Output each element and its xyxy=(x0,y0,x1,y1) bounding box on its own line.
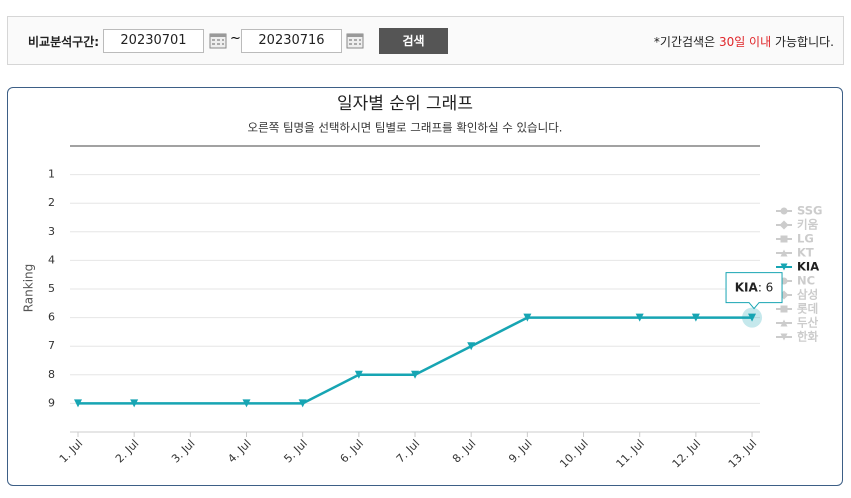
chart-panel xyxy=(7,87,843,486)
legend-label: 키움 xyxy=(797,218,819,232)
point-marker xyxy=(130,399,139,408)
y-tick-label: 2 xyxy=(48,196,55,209)
tooltip-value: 6 xyxy=(766,280,774,294)
y-tick-label: 9 xyxy=(48,396,55,409)
point-marker xyxy=(411,370,420,379)
search-button[interactable]: 검색 xyxy=(379,28,448,54)
calendar-icon[interactable] xyxy=(346,31,364,49)
legend-label: KIA xyxy=(797,260,819,274)
x-tick-label: 13. Jul xyxy=(726,437,759,470)
legend-item[interactable]: KT xyxy=(776,246,814,260)
tooltip: KIA: 6 xyxy=(725,272,783,310)
y-tick-label: 5 xyxy=(48,282,55,295)
x-tick-label: 10. Jul xyxy=(557,437,590,470)
legend-label: 삼성 xyxy=(797,288,818,302)
point-marker xyxy=(691,313,700,322)
point-marker xyxy=(523,313,532,322)
chart-title: 일자별 순위 그래프 xyxy=(337,94,473,114)
range-separator: ~ xyxy=(230,31,241,46)
x-tick-label: 8. Jul xyxy=(450,437,478,465)
note-text: *기간검색은 xyxy=(653,35,719,49)
y-tick-label: 6 xyxy=(48,311,55,324)
note-highlight: 30일 이내 xyxy=(718,35,772,49)
start-date-input[interactable]: 20230701 xyxy=(103,29,204,53)
x-tick-label: 5. Jul xyxy=(281,437,309,465)
x-tick-label: 1. Jul xyxy=(57,437,85,465)
x-tick-label: 9. Jul xyxy=(506,437,534,465)
legend-marker xyxy=(780,235,788,243)
point-marker xyxy=(74,399,82,408)
y-tick-label: 8 xyxy=(48,368,55,381)
point-marker xyxy=(467,342,476,351)
legend-marker xyxy=(780,305,788,313)
legend-label: KT xyxy=(797,246,814,260)
series-line xyxy=(78,316,753,405)
tooltip-box xyxy=(725,272,783,310)
legend-item[interactable]: 두산 xyxy=(776,316,819,330)
tooltip-text: KIA: 6 xyxy=(735,280,774,294)
x-tick-label: 11. Jul xyxy=(614,437,647,470)
legend-label: NC xyxy=(797,274,815,288)
search-note: *기간검색은 30일 이내 가능합니다. xyxy=(654,33,834,50)
legend-marker xyxy=(780,333,788,341)
calendar-icon[interactable] xyxy=(209,31,227,49)
y-tick-label: 7 xyxy=(48,339,55,352)
point-marker xyxy=(635,313,644,322)
x-tick-label: 4. Jul xyxy=(225,437,253,465)
point-marker xyxy=(242,399,251,408)
legend-marker xyxy=(780,249,788,257)
point-marker xyxy=(298,399,307,408)
legend-marker xyxy=(779,220,789,230)
x-tick-label: 7. Jul xyxy=(394,437,422,465)
end-date-input[interactable]: 20230716 xyxy=(241,29,342,53)
legend-label: 두산 xyxy=(797,316,819,330)
chart-subtitle: 오른쪽 팀명을 선택하시면 팀별로 그래프를 확인하실 수 있습니다. xyxy=(248,121,563,135)
search-bar: 비교분석구간: 20230701 ~ 20230716 검색 *기간검색은 30… xyxy=(7,16,844,65)
y-tick-label: 3 xyxy=(48,225,55,238)
tooltip-series: KIA xyxy=(735,280,759,294)
note-text: 가능합니다. xyxy=(771,35,834,49)
legend-label: 롯데 xyxy=(797,302,818,316)
point-marker xyxy=(748,313,757,322)
tooltip-sep: : xyxy=(758,280,766,294)
legend-label: 한화 xyxy=(797,330,819,344)
x-tick-label: 12. Jul xyxy=(670,437,703,470)
legend-marker xyxy=(780,207,788,215)
y-axis-title: Ranking xyxy=(22,264,36,313)
y-tick-label: 1 xyxy=(48,168,55,181)
x-tick-label: 6. Jul xyxy=(338,437,366,465)
legend-marker xyxy=(780,319,788,327)
x-tick-label: 2. Jul xyxy=(113,437,141,465)
y-tick-label: 4 xyxy=(48,253,55,266)
point-marker xyxy=(354,370,363,379)
x-tick-label: 3. Jul xyxy=(169,437,197,465)
legend-label: SSG xyxy=(797,204,823,218)
legend-marker xyxy=(780,263,788,271)
legend-label: LG xyxy=(797,232,814,246)
range-label: 비교분석구간: xyxy=(28,35,100,49)
